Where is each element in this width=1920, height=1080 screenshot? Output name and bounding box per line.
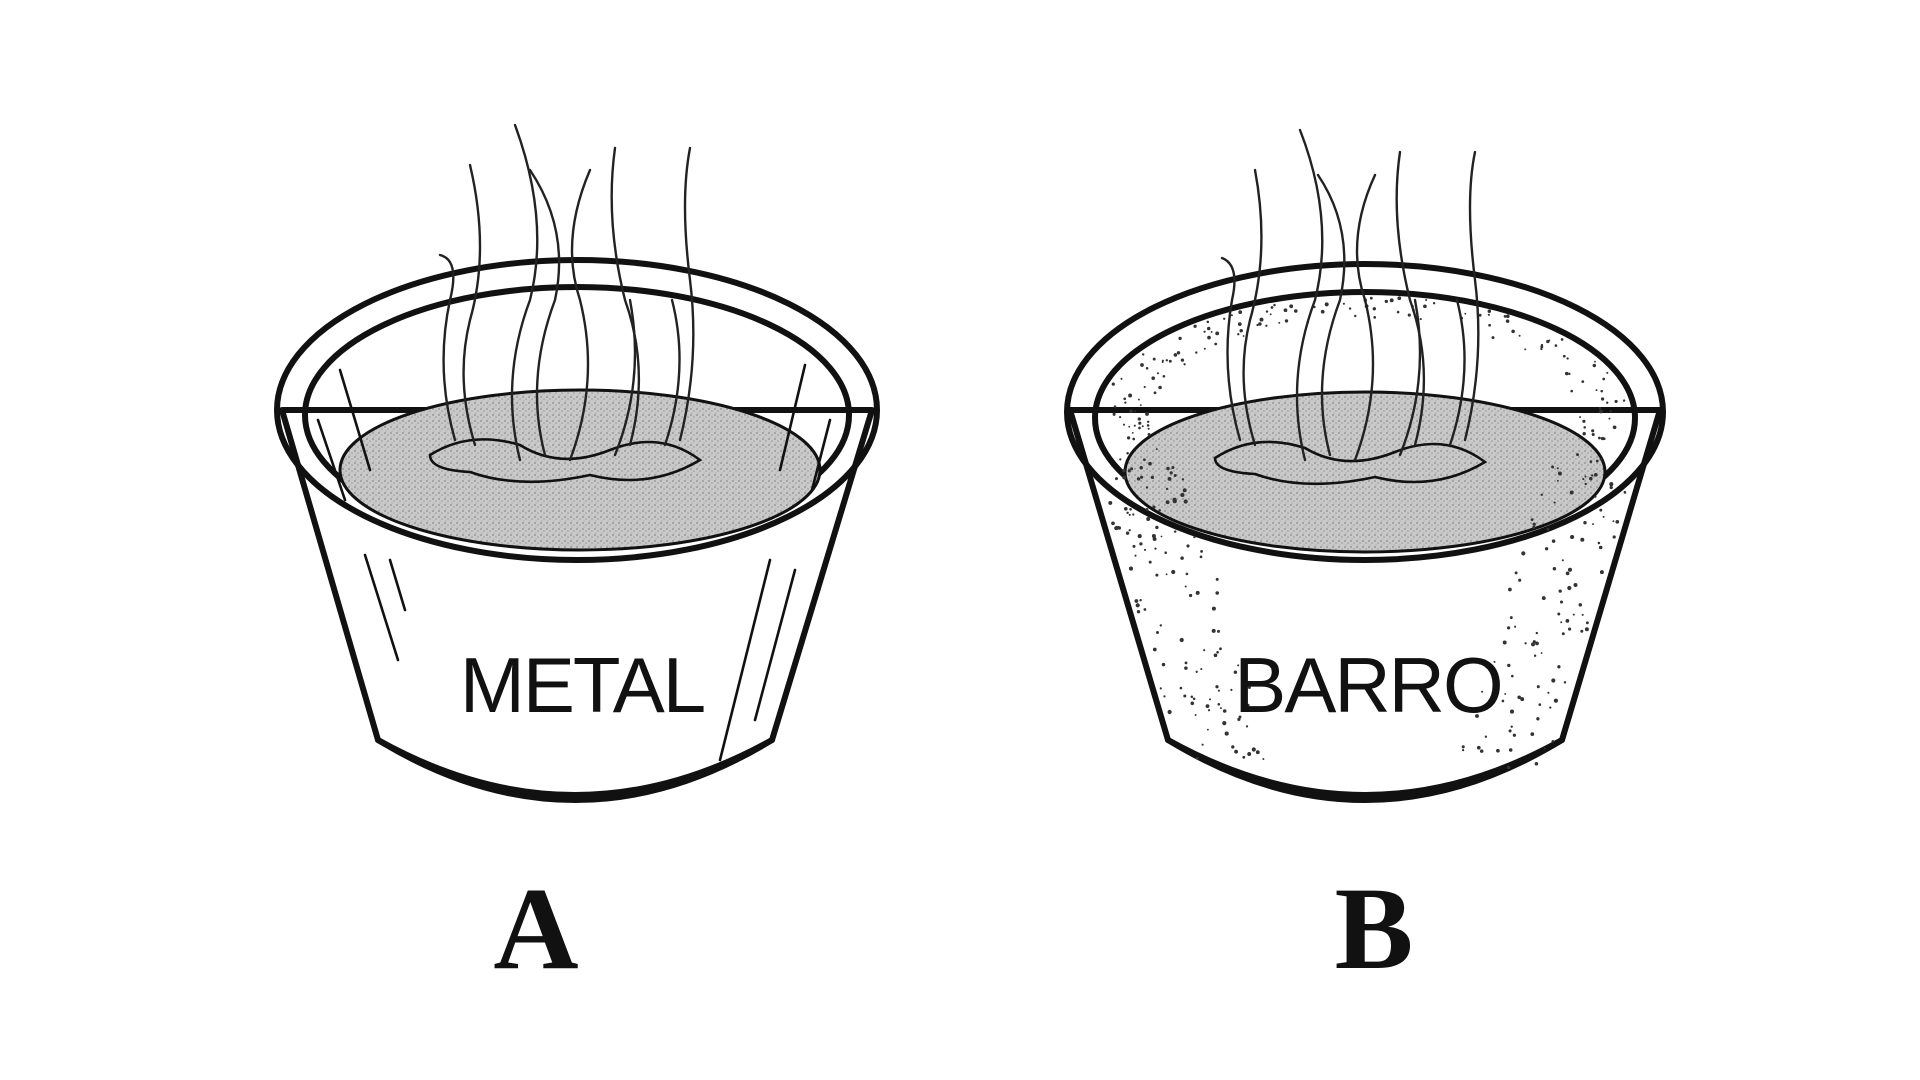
pot-b-clay: BARRO <box>1064 128 1666 803</box>
pot-a-metal: METAL <box>274 123 880 803</box>
pot-b-bottom <box>1165 737 1565 798</box>
pot-b-material-label: BARRO <box>1234 641 1501 729</box>
pot-b-rim-outer <box>1064 261 1666 563</box>
pot-b-caption: B <box>1335 863 1414 994</box>
pot-b-surface-swirl <box>1213 440 1488 486</box>
pot-b-steam <box>1220 128 1480 462</box>
pot-a-steam <box>438 123 695 462</box>
pot-a-bottom <box>375 737 775 798</box>
pot-a-liquid <box>338 388 822 552</box>
pot-a-surface-swirl <box>428 438 703 484</box>
pot-a-glare-lines <box>316 363 832 762</box>
pot-a-material-label: METAL <box>460 641 704 729</box>
pot-a-rim-outer <box>274 257 880 563</box>
pot-a-caption: A <box>493 863 578 994</box>
